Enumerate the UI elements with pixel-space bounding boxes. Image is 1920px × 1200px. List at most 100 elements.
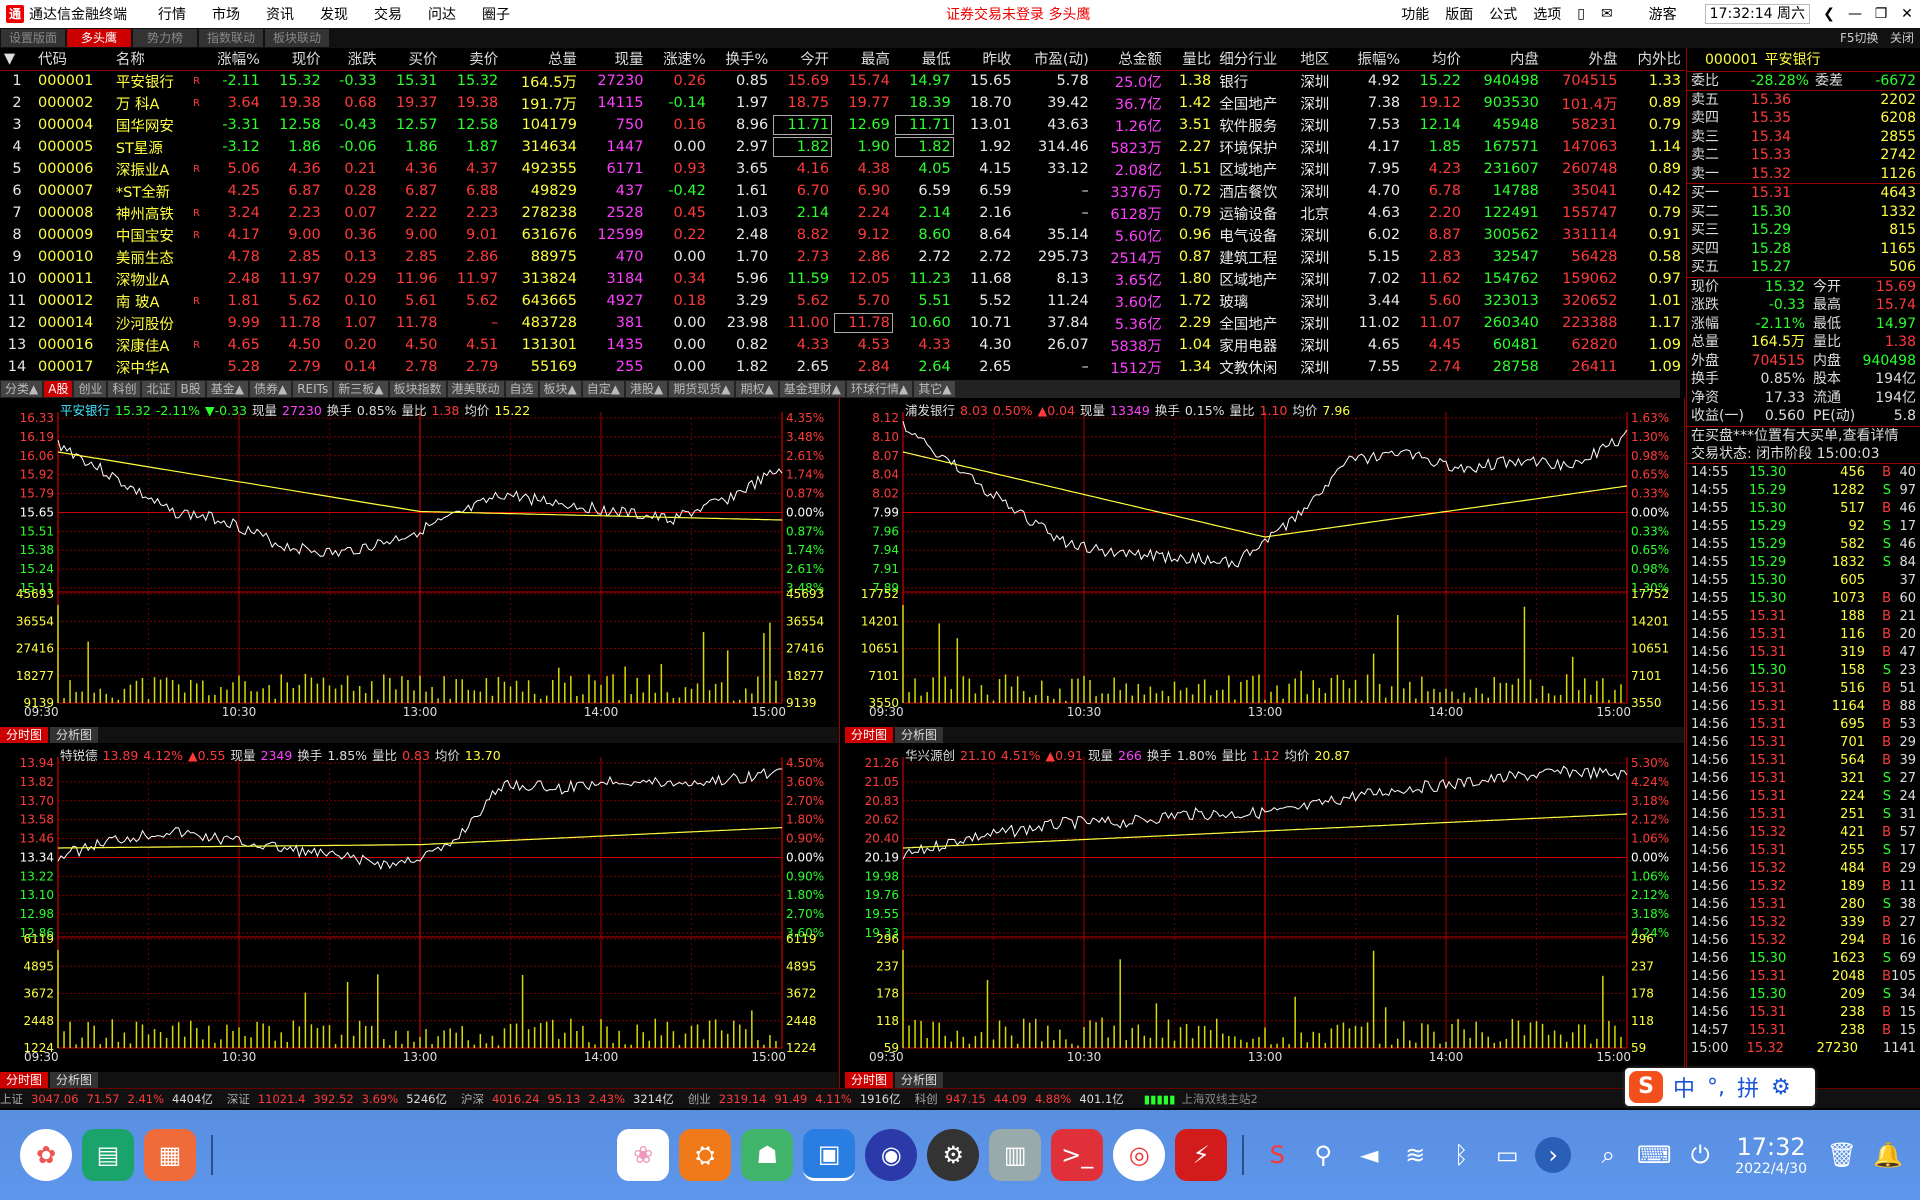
close-icon[interactable]: ✕: [1901, 6, 1913, 22]
tick-row[interactable]: 14:56 15.31 1164 B 88: [1687, 698, 1920, 716]
terminal-icon[interactable]: >_: [1051, 1129, 1104, 1181]
col-header[interactable]: 细分行业: [1215, 48, 1297, 71]
menu-circle[interactable]: 圈子: [482, 7, 510, 23]
menu-news[interactable]: 资讯: [266, 7, 294, 23]
ime-toolbar[interactable]: S 中 °, 拼 ⚙: [1625, 1068, 1815, 1106]
store-icon[interactable]: ⛭: [679, 1129, 732, 1181]
market-tab[interactable]: 板块指数: [389, 381, 446, 397]
tick-row[interactable]: 14:56 15.32 339 B 27: [1687, 914, 1920, 932]
tick-row[interactable]: 14:56 15.31 280 S 38: [1687, 896, 1920, 914]
col-header[interactable]: 现量: [580, 48, 648, 71]
menu-layout[interactable]: 版面: [1445, 7, 1474, 23]
tick-row[interactable]: 14:56 15.31 321 S 27: [1687, 770, 1920, 788]
market-tab[interactable]: 债券▲: [249, 381, 292, 397]
table-row[interactable]: 1 000001 平安银行 R -2.11 15.32 -0.33 15.31 15.32 164…: [0, 70, 1685, 92]
col-header[interactable]: 涨幅%: [201, 48, 264, 71]
market-tab[interactable]: 创业: [74, 381, 107, 397]
index-quote[interactable]: 沪深 4016.24 95.13 2.43% 3214亿: [461, 1091, 682, 1107]
phone-icon[interactable]: ▯: [1577, 6, 1585, 22]
tab-power-list[interactable]: 势力榜: [133, 29, 197, 47]
table-row[interactable]: 13 000016 深康佳A R 4.65 4.50 0.20 4.50 4.51 131301 1…: [0, 334, 1685, 356]
index-quote[interactable]: 深证 11021.4 392.52 3.69% 5246亿: [227, 1091, 455, 1107]
tick-row[interactable]: 14:55 15.30 605 37: [1687, 572, 1920, 590]
ime-lang[interactable]: 中: [1673, 1077, 1696, 1102]
tick-row[interactable]: 14:55 15.29 92 S 17: [1687, 518, 1920, 536]
col-header[interactable]: 均价: [1404, 48, 1465, 71]
col-header[interactable]: 换手%: [709, 48, 773, 71]
back-icon[interactable]: ❮: [1823, 6, 1835, 22]
col-header[interactable]: 地区: [1296, 48, 1342, 71]
server-status[interactable]: 上海双线主站2: [1181, 1091, 1258, 1106]
minute-chart-2[interactable]: 8.12 1.63% 8.10 1.30% 8.07 0.98% 8.04 0.65% 8.02…: [845, 398, 1685, 743]
table-row[interactable]: 8 000009 中国宝安 R 4.17 9.00 0.36 9.00 9.01 631676 12…: [0, 224, 1685, 246]
ask-row[interactable]: 卖二 15.33 2742: [1687, 146, 1920, 165]
table-row[interactable]: 14 000017 深中华A 5.28 2.79 0.14 2.78 2.79 55169 255…: [0, 356, 1685, 378]
menu-market[interactable]: 市场: [212, 7, 240, 23]
clipboard-icon[interactable]: ▥: [989, 1129, 1042, 1181]
market-tab[interactable]: B股: [176, 381, 205, 397]
tick-row[interactable]: 14:55 15.31 188 B 21: [1687, 608, 1920, 626]
col-header[interactable]: 名称: [111, 48, 202, 71]
col-header[interactable]: 昨收: [954, 48, 1016, 71]
stat-row[interactable]: 总量 164.5万 量比 1.38: [1687, 333, 1920, 352]
power-icon[interactable]: ⏻: [1690, 1141, 1710, 1169]
stat-row[interactable]: 换手 0.85% 股本 194亿: [1687, 370, 1920, 389]
tick-row[interactable]: 14:56 15.32 421 B 57: [1687, 824, 1920, 842]
table-row[interactable]: 6 000007 *ST全新 4.25 6.87 0.28 6.87 6.88 49829 437…: [0, 180, 1685, 202]
tab-analysis-chart[interactable]: 分析图: [895, 1072, 944, 1088]
f5-switch[interactable]: F5切换 关闭: [1839, 31, 1914, 45]
tick-row[interactable]: 14:56 15.32 189 B 11: [1687, 878, 1920, 896]
tick-row[interactable]: 14:56 15.31 319 B 47: [1687, 644, 1920, 662]
market-tab[interactable]: 自定▲: [582, 381, 625, 397]
usb-icon[interactable]: ⚲: [1314, 1141, 1332, 1169]
col-header[interactable]: 最高: [833, 48, 894, 71]
market-tab[interactable]: 基金▲: [206, 381, 248, 397]
table-row[interactable]: 2 000002 万 科A R 3.64 19.38 0.68 19.37 19.38 191.7…: [0, 92, 1685, 114]
stat-row[interactable]: 外盘 704515 内盘 940498: [1687, 352, 1920, 371]
close-layout[interactable]: 关闭: [1889, 31, 1914, 45]
bid-row[interactable]: 买五 15.27 506: [1687, 258, 1920, 277]
col-header[interactable]: 今开: [772, 48, 834, 71]
minute-chart-1[interactable]: 16.33 4.35% 16.19 3.48% 16.06 2.61% 15.92 1.74%…: [0, 398, 840, 743]
market-tab[interactable]: 板块▲: [539, 381, 581, 397]
market-tab[interactable]: 期权▲: [736, 381, 778, 397]
tick-row[interactable]: 14:56 15.32 294 B 16: [1687, 932, 1920, 950]
wifi-icon[interactable]: ≋: [1405, 1141, 1426, 1169]
market-tab[interactable]: 新三板▲: [334, 381, 388, 397]
tick-row[interactable]: 14:56 15.30 158 S 23: [1687, 662, 1920, 680]
tick-row[interactable]: 14:56 15.31 701 B 29: [1687, 734, 1920, 752]
tick-row[interactable]: 15:00 15.32 27230 1141: [1687, 1040, 1920, 1058]
minimize-icon[interactable]: —: [1848, 6, 1862, 22]
col-header[interactable]: 量比: [1165, 48, 1216, 71]
col-header[interactable]: 现价: [263, 48, 325, 71]
table-row[interactable]: 3 000004 国华网安 -3.31 12.58 -0.43 12.57 12.58 1041…: [0, 114, 1685, 136]
trash-icon[interactable]: 🗑: [1826, 1141, 1858, 1169]
stat-row[interactable]: 涨幅 -2.11% 最低 14.97: [1687, 315, 1920, 334]
big-order-notice[interactable]: 在买盘***位置有大买单,查看详情: [1691, 427, 1899, 444]
tick-row[interactable]: 14:56 15.31 2048 B 105: [1687, 968, 1920, 986]
minute-chart-3[interactable]: 13.94 4.50% 13.82 3.60% 13.70 2.70% 13.58 1.80%…: [0, 743, 840, 1088]
tab-minute-chart[interactable]: 分时图: [845, 727, 894, 743]
ask-row[interactable]: 卖三 15.34 2855: [1687, 128, 1920, 147]
col-header[interactable]: 最低: [893, 48, 955, 71]
tdx-icon[interactable]: ⚡: [1175, 1129, 1228, 1181]
tick-row[interactable]: 14:56 15.31 564 B 39: [1687, 752, 1920, 770]
col-header[interactable]: 总量: [502, 48, 581, 71]
security-icon[interactable]: ▣: [803, 1129, 856, 1181]
sort-icon[interactable]: ▼: [0, 48, 34, 71]
tab-duotouying[interactable]: 多头鹰: [67, 29, 131, 47]
restore-icon[interactable]: ❐: [1874, 6, 1888, 22]
market-tab[interactable]: 其它▲: [914, 381, 956, 397]
market-tab[interactable]: A股: [44, 381, 73, 397]
tab-minute-chart[interactable]: 分时图: [0, 1072, 49, 1088]
settings-icon[interactable]: ⚙: [927, 1129, 980, 1181]
tick-row[interactable]: 14:56 15.30 1623 S 69: [1687, 950, 1920, 968]
tick-row[interactable]: 14:57 15.31 238 B 15: [1687, 1022, 1920, 1040]
menu-discover[interactable]: 发现: [320, 7, 348, 23]
android-icon[interactable]: ☗: [741, 1129, 794, 1181]
menu-quote[interactable]: 行情: [158, 7, 186, 23]
col-header[interactable]: 涨速%: [647, 48, 710, 71]
menu-options[interactable]: 选项: [1533, 7, 1562, 23]
tick-row[interactable]: 14:56 15.31 251 S 31: [1687, 806, 1920, 824]
menu-trade[interactable]: 交易: [374, 7, 402, 23]
